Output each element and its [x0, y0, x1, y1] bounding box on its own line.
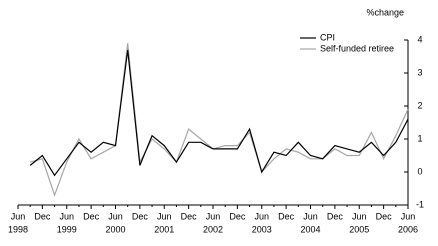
x-tick-label: Jun: [59, 211, 74, 221]
x-year-label: 2004: [300, 224, 320, 234]
x-tick-label: Dec: [181, 211, 198, 221]
y-tick-label: 2: [417, 100, 422, 110]
legend-label: Self-funded retiree: [320, 43, 394, 53]
x-year-label: 2005: [349, 224, 369, 234]
y-tick-label: -1: [416, 199, 424, 209]
x-tick-label: Jun: [108, 211, 123, 221]
x-tick-label: Jun: [254, 211, 269, 221]
y-tick-label: 1: [417, 133, 422, 143]
x-year-label: 2001: [154, 224, 174, 234]
x-year-label: 2003: [252, 224, 272, 234]
x-tick-label: Jun: [157, 211, 172, 221]
x-year-label: 2006: [398, 224, 418, 234]
x-tick-label: Jun: [206, 211, 221, 221]
legend-label: CPI: [320, 32, 335, 42]
series-line: [29, 49, 409, 177]
y-tick-label: 4: [417, 34, 422, 44]
x-tick-label: Dec: [327, 211, 344, 221]
x-year-label: 1999: [57, 224, 77, 234]
x-year-label: 2000: [105, 224, 125, 234]
x-tick-label: Dec: [83, 211, 100, 221]
x-tick-label: Jun: [401, 211, 416, 221]
y-axis-label: %change: [366, 7, 404, 17]
x-tick-label: Dec: [376, 211, 393, 221]
x-tick-label: Dec: [132, 211, 149, 221]
x-tick-label: Dec: [229, 211, 246, 221]
y-tick-label: 0: [417, 166, 422, 176]
x-year-label: 2002: [203, 224, 223, 234]
x-tick-label: Jun: [11, 211, 26, 221]
x-year-label: 1998: [8, 224, 28, 234]
series-line: [30, 43, 409, 197]
x-tick-label: Dec: [278, 211, 295, 221]
x-tick-label: Dec: [34, 211, 51, 221]
y-tick-label: 3: [417, 67, 422, 77]
x-tick-label: Jun: [352, 211, 367, 221]
x-tick-label: Jun: [303, 211, 318, 221]
